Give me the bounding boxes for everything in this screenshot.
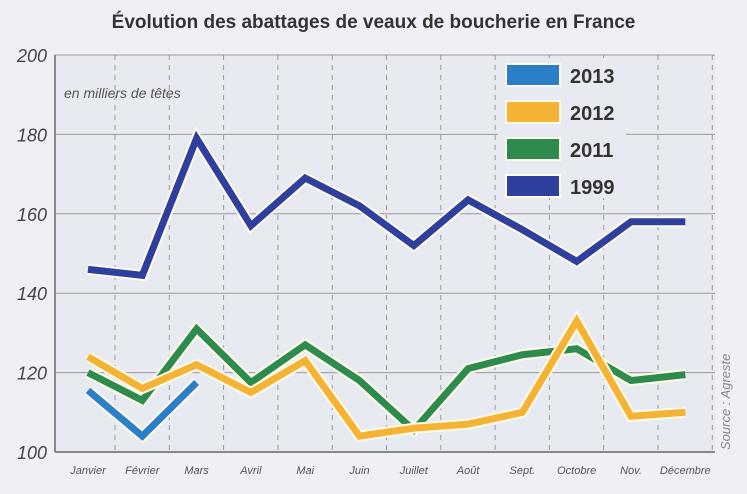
y-tick-label: 180 [17, 125, 47, 145]
subtitle: en milliers de têtes [64, 85, 181, 101]
x-tick-label: Octobre [557, 465, 596, 477]
y-tick-label: 140 [17, 284, 47, 304]
x-tick-label: Avril [239, 465, 262, 477]
x-tick-label: Août [456, 465, 481, 477]
x-tick-label: Décembre [660, 465, 711, 477]
series-line-1999 [87, 130, 686, 280]
legend-swatch-2013 [505, 63, 561, 87]
x-tick-label: Nov. [620, 465, 642, 477]
legend-swatch-1999 [505, 174, 561, 198]
legend-swatch-2012 [505, 100, 561, 124]
source-note: Source : Agreste [718, 354, 733, 450]
y-tick-label: 100 [17, 443, 47, 463]
x-tick-label: Sept. [510, 465, 536, 477]
chart-title: Évolution des abattages de veaux de bouc… [111, 12, 636, 33]
y-tick-label: 120 [17, 364, 47, 384]
series-line-2012 [86, 314, 686, 440]
series-line-2011 [86, 323, 686, 436]
legend-label: 2012 [570, 103, 615, 125]
y-tick-label: 160 [17, 205, 47, 225]
x-tick-label: Mars [184, 465, 209, 477]
legend-label: 2013 [570, 66, 615, 88]
x-tick-label: Janvier [69, 465, 107, 477]
x-tick-label: Juin [348, 465, 369, 477]
legend-swatch-2011 [505, 137, 561, 161]
x-tick-label: Mai [296, 465, 314, 477]
x-tick-label: Février [125, 465, 161, 477]
x-tick-label: Juillet [399, 465, 429, 477]
legend-label: 2011 [570, 140, 613, 162]
legend-label: 1999 [570, 177, 615, 199]
y-tick-label: 200 [16, 46, 47, 66]
